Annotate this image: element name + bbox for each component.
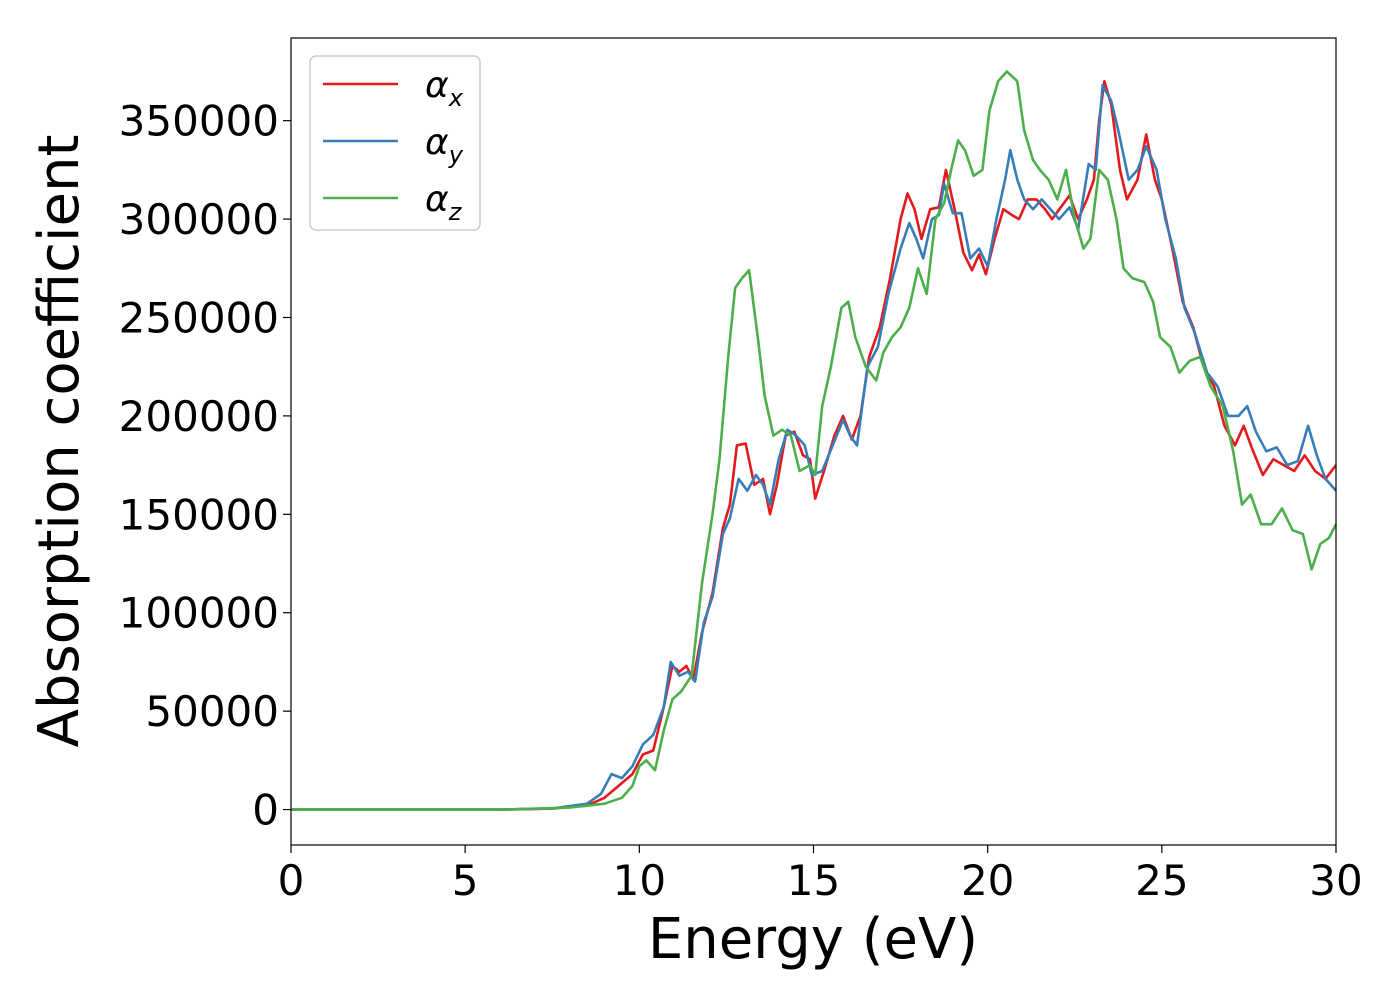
y-axis-ticks: 0 50000 100000 150000 200000 250000 300000 3500…: [119, 97, 291, 835]
legend-symbol: α: [425, 179, 449, 220]
legend-subscript: z: [448, 198, 463, 226]
legend-entry-x: αx: [425, 65, 464, 112]
legend-entry-z: αz: [425, 179, 463, 226]
y-tick-label: 100000: [119, 589, 279, 638]
y-tick-label: 0: [252, 786, 279, 835]
y-tick-label: 250000: [119, 293, 279, 342]
x-tick-label: 20: [961, 856, 1014, 905]
x-tick-label: 25: [1135, 856, 1188, 905]
legend-symbol: α: [425, 65, 449, 106]
y-tick-label: 200000: [119, 392, 279, 441]
y-tick-label: 350000: [119, 97, 279, 146]
y-tick-label: 150000: [119, 490, 279, 539]
x-tick-label: 15: [787, 856, 840, 905]
x-tick-label: 5: [452, 856, 479, 905]
legend-subscript: y: [448, 141, 464, 169]
x-tick-label: 10: [613, 856, 666, 905]
legend-entry-y: αy: [425, 122, 464, 169]
x-axis-label: Energy (eV): [648, 907, 978, 972]
legend-symbol: α: [425, 122, 449, 163]
x-axis-ticks: 0 5 10 15 20 25 30: [278, 845, 1363, 905]
x-tick-label: 30: [1309, 856, 1362, 905]
series-line-y: [291, 83, 1337, 811]
legend-box: [309, 55, 481, 231]
y-tick-label: 300000: [119, 195, 279, 244]
y-axis-label: Absorption coefficient: [27, 135, 92, 748]
series-layer: [291, 70, 1338, 811]
legend-subscript: x: [448, 84, 464, 112]
series-line-z: [291, 70, 1338, 811]
x-tick-label: 0: [278, 856, 305, 905]
y-tick-label: 50000: [145, 687, 279, 736]
